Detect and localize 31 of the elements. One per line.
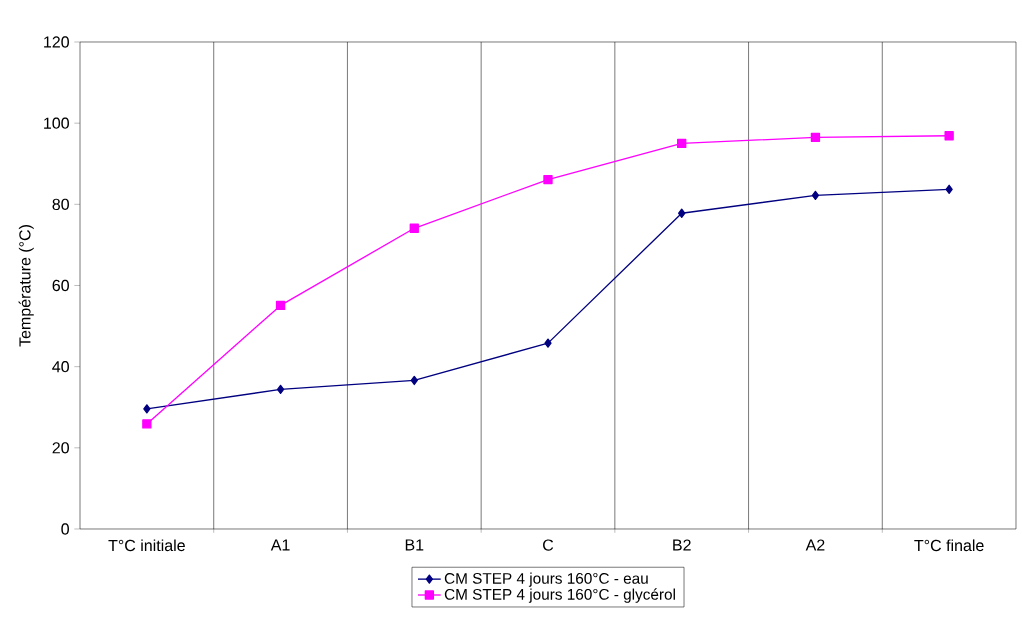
point <box>275 300 286 311</box>
y-axis-title: Température (°C) <box>18 225 34 347</box>
point <box>544 338 552 348</box>
y-tick-label: 20 <box>52 442 69 454</box>
x-tick-label: T°C initiale <box>108 539 185 552</box>
point <box>409 223 419 233</box>
point <box>142 419 152 429</box>
point <box>677 138 687 149</box>
x-tick-label: T°C finale <box>914 539 984 552</box>
point <box>276 384 285 395</box>
y-tick-label: 40 <box>52 361 69 373</box>
y-tick-label: 100 <box>44 117 69 129</box>
point <box>810 132 821 143</box>
x-tick-label: B1 <box>405 539 424 551</box>
point <box>945 184 953 194</box>
point <box>410 375 418 386</box>
legend-label: CM STEP 4 jours 160°C - eau <box>444 572 648 587</box>
point <box>678 208 686 218</box>
y-tick-label: 120 <box>44 36 69 48</box>
x-tick-label: B2 <box>673 539 691 551</box>
legend-label: CM STEP 4 jours 160°C - glycérol <box>444 588 675 603</box>
point <box>543 174 553 185</box>
point <box>811 190 820 201</box>
x-tick-label: A1 <box>270 539 290 551</box>
point <box>143 404 151 414</box>
x-tick-label: C <box>543 539 554 551</box>
y-tick-label: 0 <box>61 523 69 535</box>
y-tick-label: 80 <box>52 198 69 210</box>
point <box>944 131 954 141</box>
x-tick-label: A2 <box>805 539 825 551</box>
y-tick-label: 60 <box>52 279 69 292</box>
